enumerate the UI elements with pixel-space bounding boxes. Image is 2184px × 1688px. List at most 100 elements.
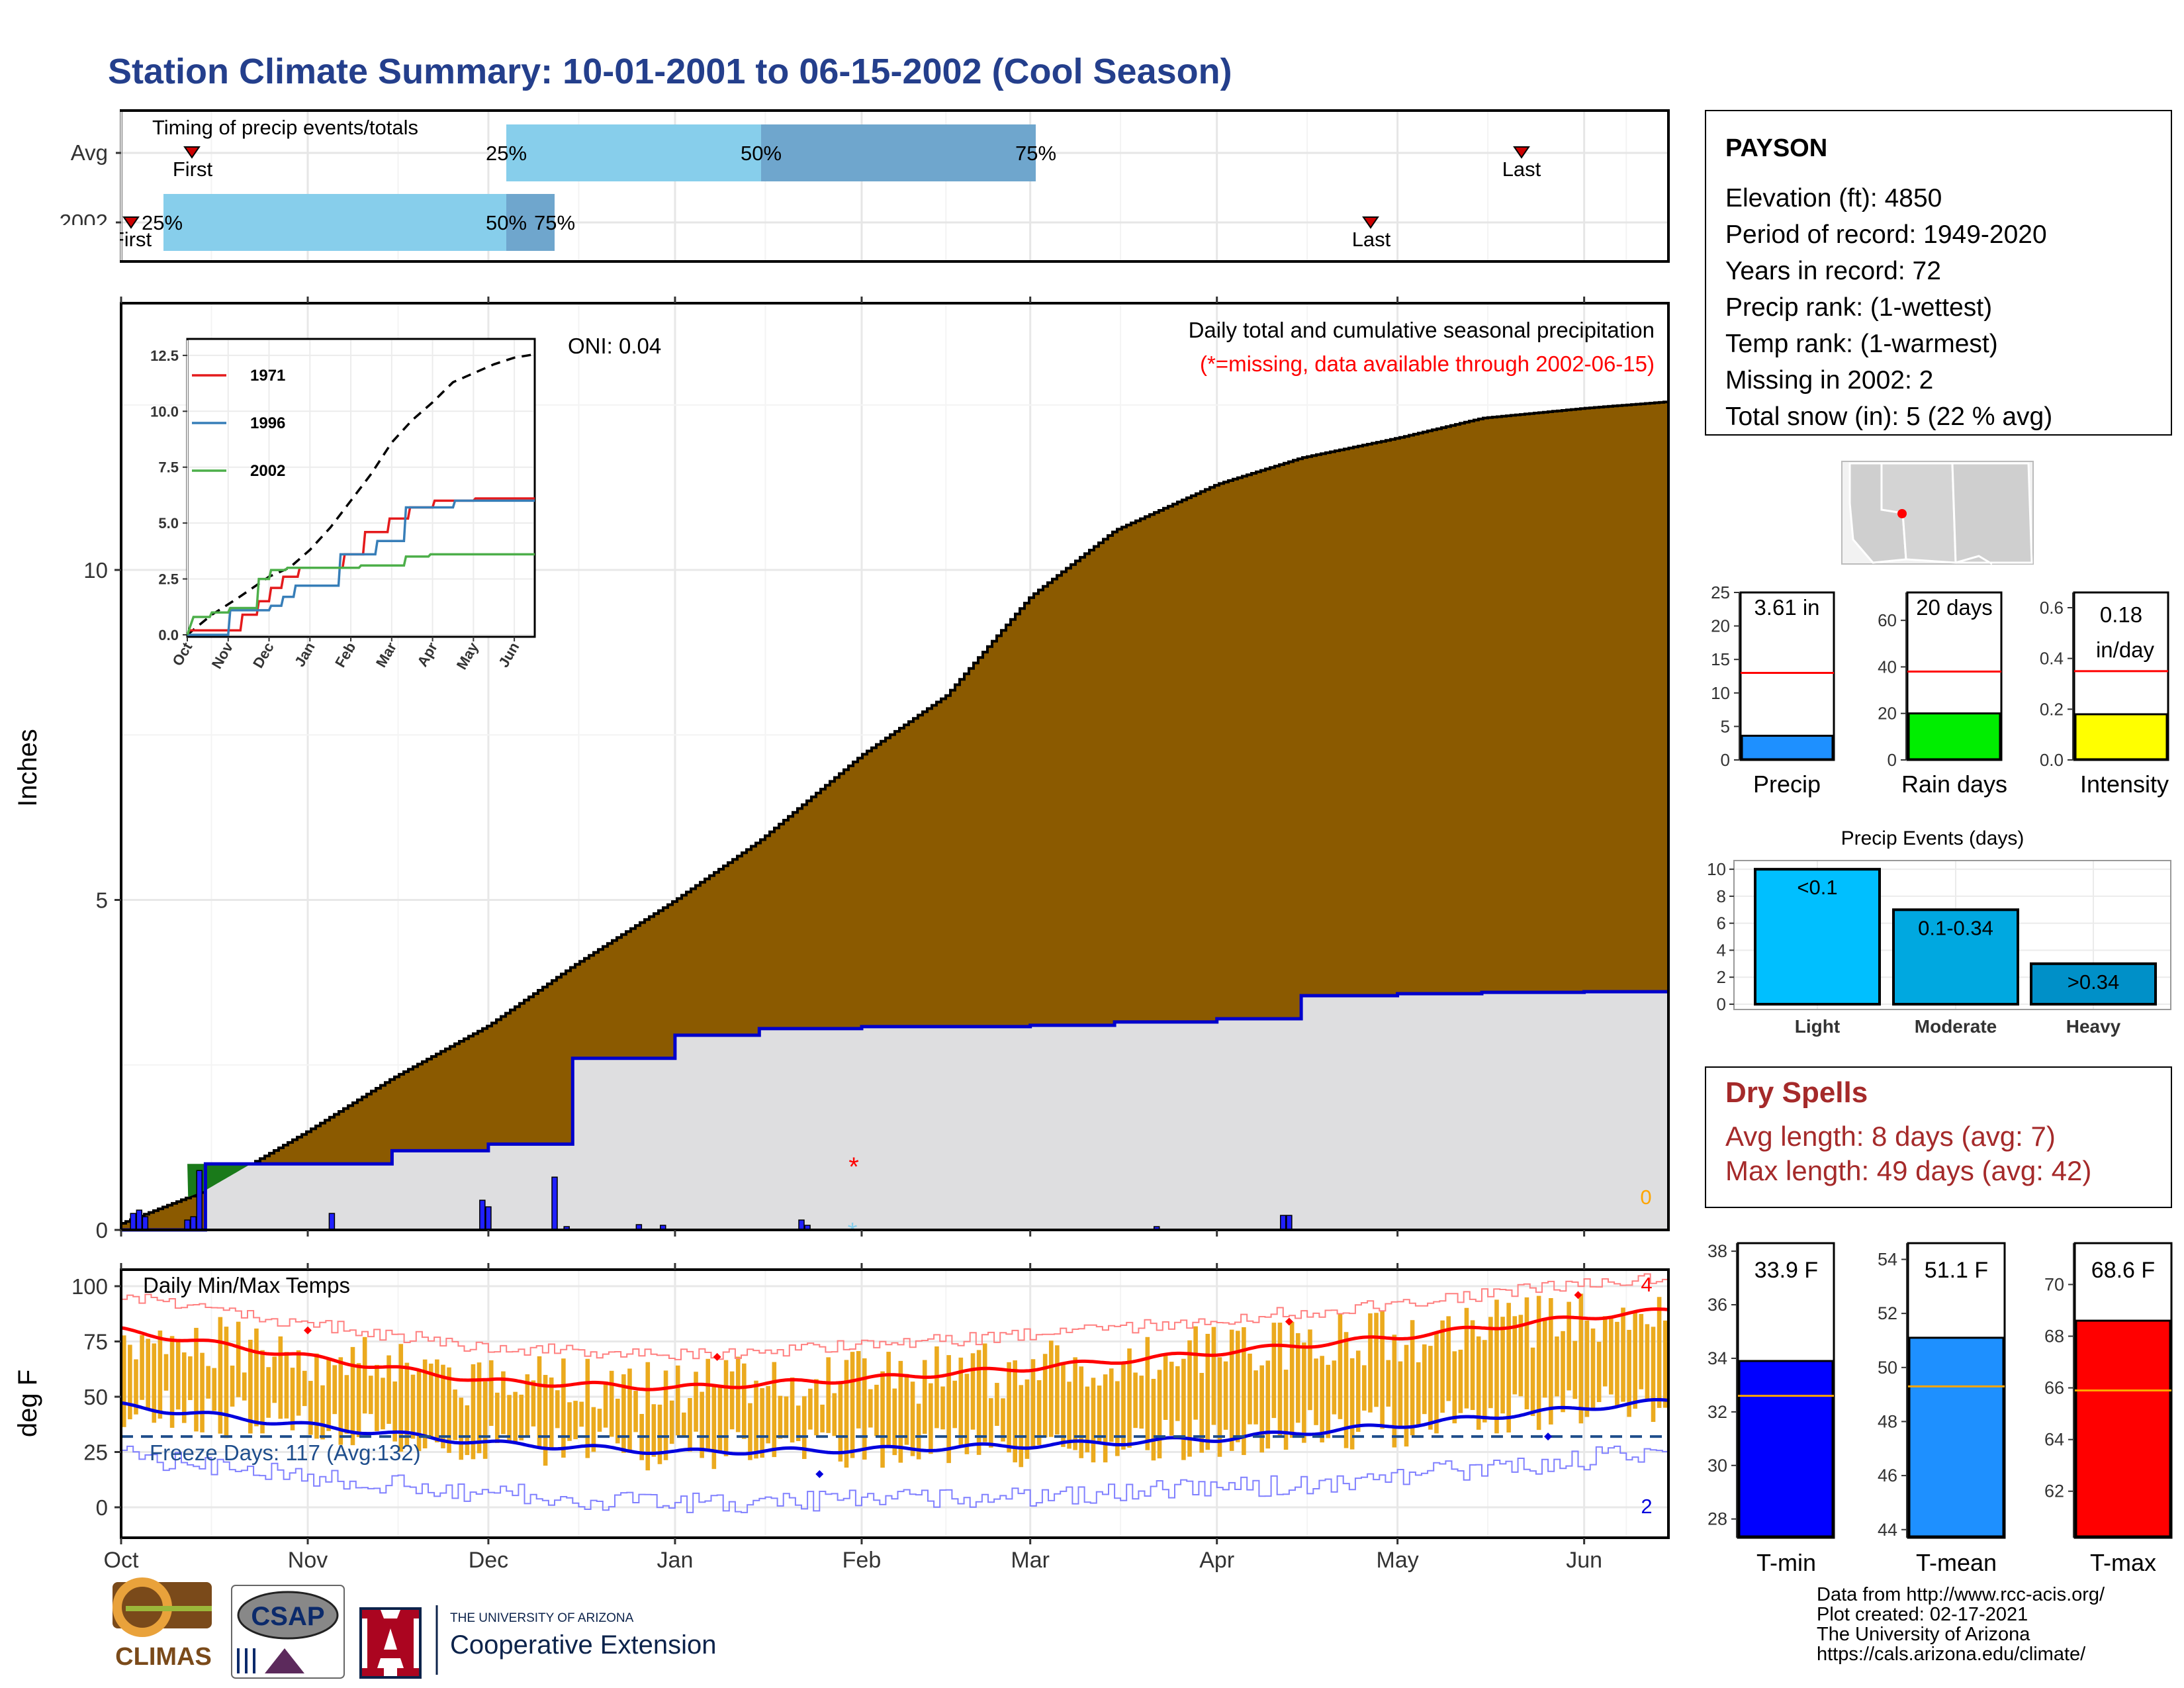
station-name: PAYSON [1725,134,1827,162]
daily-temp-bar [1386,1360,1391,1407]
daily-temp-bar [1621,1307,1625,1402]
daily-temp-bar [1248,1353,1252,1425]
station-years: Years in record: 72 [1725,257,1941,285]
daily-temp-bar [904,1374,909,1445]
daily-temp-bar [850,1352,855,1458]
tmax-value-label: 68.6 F [2091,1258,2155,1283]
daily-temp-bar [1639,1314,1644,1389]
daily-temp-bar [1199,1373,1205,1453]
daily-temp-bar [844,1360,849,1468]
tmean-ytick-label: 44 [1878,1520,1897,1540]
daily-temp-bar [790,1377,795,1443]
station-info-box: PAYSON Elevation (ft): 4850 Period of re… [1705,110,2172,436]
tmin-ytick-label: 28 [1707,1509,1727,1529]
daily-temp-bar [471,1364,476,1460]
daily-temp-bar [158,1331,163,1419]
inset-ytick-label: 7.5 [158,459,179,476]
tmax-ytick-label: 70 [2044,1274,2064,1294]
record-max-line [121,1273,1668,1360]
tmin-ytick-label: 32 [1707,1402,1727,1422]
freeze-days-label: Freeze Days: 117 (Avg:132) [150,1440,421,1465]
daily-temp-bar [134,1359,138,1415]
precip-ytick-label: 0 [96,1218,108,1243]
timing-2002-75: 75% [534,211,575,234]
daily-temp-bar [302,1370,307,1407]
tmean-ytick-label: 48 [1878,1411,1897,1431]
daily-precip-bar [798,1219,805,1231]
daily-temp-bar [1067,1382,1071,1449]
daily-temp-bar [1578,1293,1584,1424]
daily-temp-bar [513,1391,518,1444]
daily-temp-bar [1590,1328,1596,1409]
rain-days-ytick-label: 60 [1878,610,1897,630]
inset-ytick-label: 5.0 [158,515,179,532]
timing-avg-bar-50-75 [761,124,1036,181]
inset-1996-line [187,499,535,636]
daily-temp-bar [778,1395,783,1439]
daily-temp-bar [128,1344,132,1420]
daily-temp-bar [1181,1358,1186,1460]
daily-temp-bar [1259,1365,1264,1453]
precip-ytick-label: 25 [1711,583,1730,602]
rain-days-ytick-label: 0 [1888,750,1897,770]
daily-precip-bars [130,1170,1293,1231]
daily-temp-bar [543,1375,548,1466]
daily-temp-bar [1633,1310,1638,1409]
tmean-value-label: 51.1 F [1925,1258,1988,1283]
tmax-value-bar [2075,1319,2171,1538]
daily-temp-bar [278,1336,283,1419]
daily-temp-bar [169,1336,175,1428]
daily-temp-bar [1476,1336,1481,1430]
timing-panel: Timing of precip events/totals Avg 2002 … [60,109,1670,263]
timing-2002-first-marker [122,216,140,229]
daily-temp-bar [1042,1354,1048,1438]
daily-temp-bar [1127,1348,1132,1448]
daily-temp-bar [1488,1317,1493,1409]
2002-cumulative-line [121,990,1668,1232]
month-label-jan: Jan [657,1548,694,1573]
daily-temp-bar [1609,1318,1614,1395]
precip-ytick-label: 0 [1721,750,1730,770]
daily-temp-bar [1055,1345,1060,1435]
tmax-bar-label: T-max [2090,1549,2156,1576]
tmean-value-bar [1908,1336,2005,1538]
daily-temp-bar [260,1350,265,1434]
timing-avg-first-label: First [173,158,213,181]
daily-temp-bar [645,1362,651,1471]
daily-temp-bar [1349,1358,1355,1450]
intensity-value-bar [2074,713,2168,761]
daily-temp-bar [1235,1331,1240,1442]
daily-precip-bar [485,1206,492,1231]
precip-bar-label: Precip [1753,771,1821,798]
daily-temp-bar [314,1353,319,1439]
daily-temp-bar [1097,1385,1102,1442]
credit-data-source: Data from http://www.rcc-acis.org/ [1817,1584,2105,1605]
daily-temp-bar [1464,1307,1469,1409]
daily-temp-bar [410,1374,416,1439]
daily-temp-bar [1506,1303,1511,1432]
daily-temp-bar [1271,1323,1277,1419]
precip-ytick-label: 10 [1711,683,1730,703]
daily-temp-bar [1596,1341,1602,1403]
precip-ylabel: Inches [13,729,42,807]
record-min-count: 2 [1641,1495,1652,1518]
daily-temp-bar [404,1362,410,1446]
station-temp-rank: Temp rank: (1-warmest) [1725,330,1998,358]
daily-temp-bar [1410,1320,1415,1436]
ua-small-text: THE UNIVERSITY OF ARIZONA [450,1611,634,1625]
daily-temp-bar [982,1343,987,1442]
daily-temp-bar [1187,1340,1192,1457]
tmin-ytick-label: 38 [1707,1241,1727,1261]
daily-temp-bar [682,1412,686,1437]
daily-temp-bar [1229,1329,1234,1451]
daily-temp-bar [1530,1347,1535,1417]
daily-temp-bar [1428,1346,1433,1430]
daily-temp-bar [1470,1320,1475,1411]
tmax-ytick-label: 64 [2044,1430,2064,1450]
inset-ytick-label: 10.0 [150,403,179,420]
daily-temp-bar [723,1360,729,1456]
oni-label: ONI: 0.04 [568,334,661,358]
dry-spells-box: Dry Spells Avg length: 8 days (avg: 7) M… [1705,1066,2172,1208]
daily-temp-bar [700,1391,704,1458]
tmean-ytick-label: 46 [1878,1466,1897,1485]
